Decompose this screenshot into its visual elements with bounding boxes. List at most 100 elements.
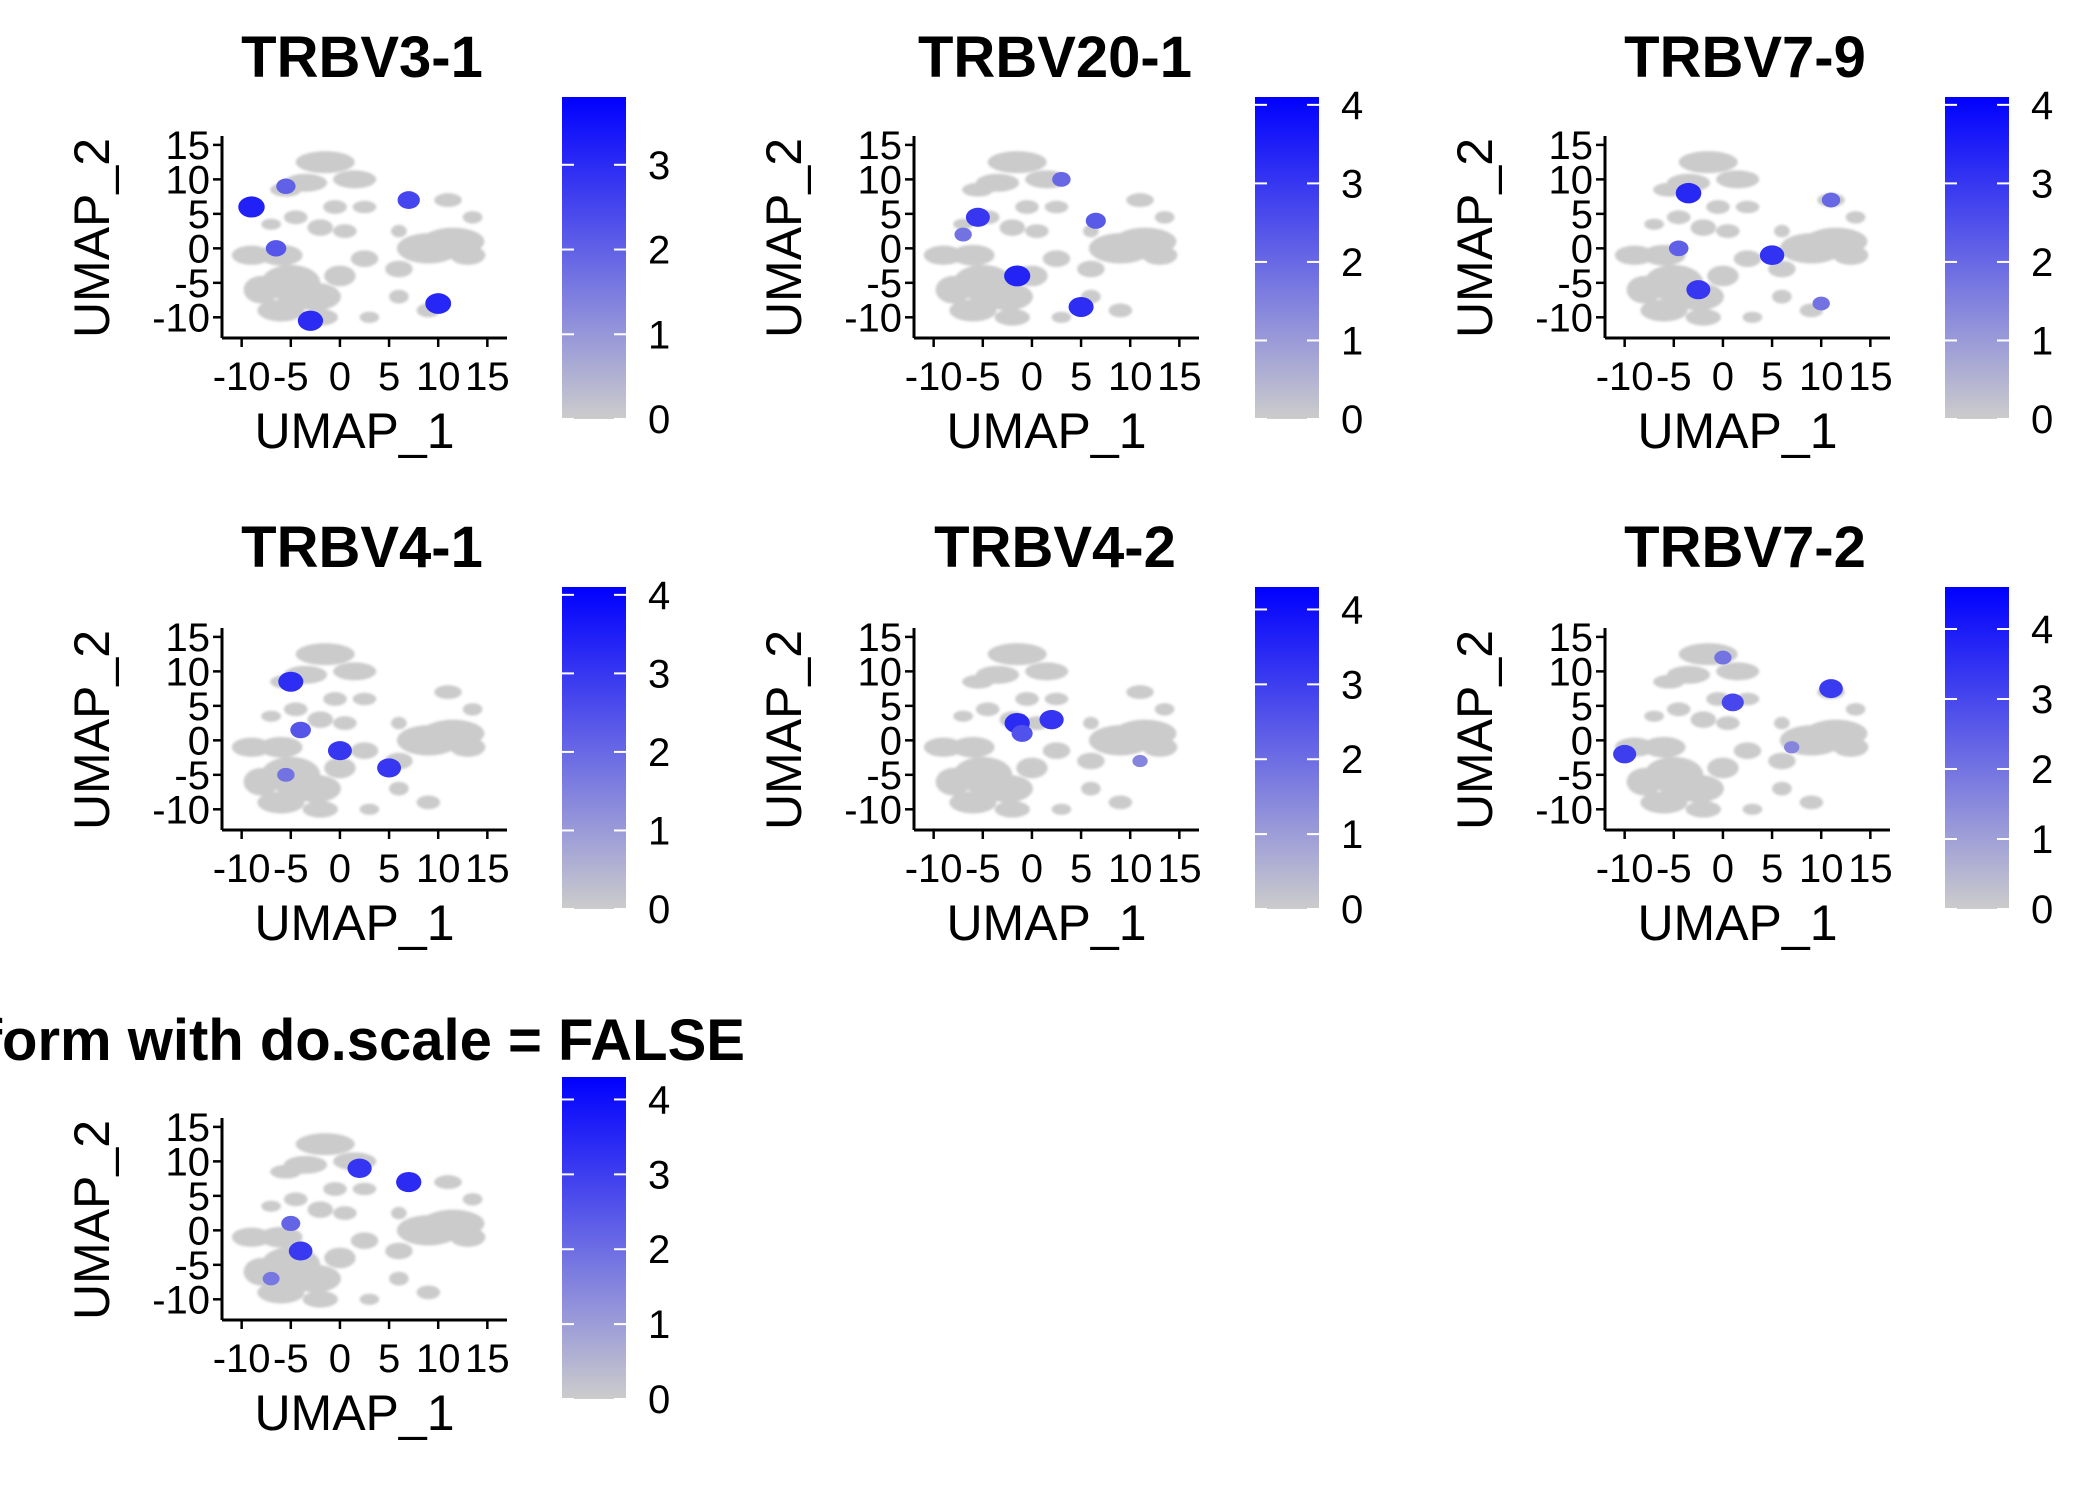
panel-title: nsform with do.scale = FALSE: [0, 1008, 745, 1073]
cell-cluster: [389, 781, 409, 796]
cell-cluster: [994, 309, 1030, 326]
colorbar: [562, 1077, 626, 1399]
y-tick-label: -10: [152, 296, 210, 340]
x-axis-label: UMAP_1: [946, 895, 1146, 951]
cell-cluster: [385, 1242, 413, 1260]
cell-cluster: [385, 260, 413, 278]
x-tick-label: 15: [1157, 355, 1202, 399]
cell-cluster: [1716, 716, 1740, 730]
data-point: [954, 227, 972, 242]
cell-cluster: [1640, 299, 1688, 322]
x-tick-label: 5: [1070, 847, 1092, 891]
cell-cluster: [981, 282, 1033, 311]
legend-tick-label: 2: [1341, 241, 1363, 285]
x-tick-label: 0: [329, 1337, 351, 1381]
x-tick-label: 0: [329, 847, 351, 891]
cell-cluster: [1015, 692, 1039, 706]
umap-panel-3: TRBV7-9-10 -5 0 5 10 15-10-5051015UMAP_1UMAP_…: [1447, 25, 2053, 459]
legend-tick-label: 4: [648, 574, 670, 618]
y-tick-label: 15: [858, 616, 903, 660]
y-axis-label: UMAP_2: [1447, 138, 1503, 338]
umap-panel-6: TRBV7-2-10 -5 0 5 10 15-10-5051015UMAP_1UMAP_…: [1447, 515, 2053, 951]
cell-cluster: [259, 736, 303, 758]
x-tick-label: 15: [465, 847, 510, 891]
cell-cluster: [295, 1133, 355, 1156]
cell-cluster: [1774, 224, 1790, 238]
data-point: [397, 191, 420, 209]
x-tick-label: 0: [1712, 847, 1734, 891]
data-point: [1784, 741, 1800, 754]
x-tick-label: 5: [378, 355, 400, 399]
expressing-cells: [277, 671, 402, 782]
x-tick-label: 10: [416, 847, 461, 891]
cell-cluster: [359, 803, 380, 815]
x-tick-label: 15: [1848, 355, 1893, 399]
y-axis-label: UMAP_2: [64, 630, 120, 830]
cell-cluster: [1733, 742, 1762, 759]
x-tick-label: 10: [1108, 355, 1153, 399]
color-legend: 0 1 2 3 4: [1255, 587, 1363, 932]
cell-cluster: [1626, 275, 1662, 304]
cell-cluster: [923, 245, 964, 265]
data-point: [1052, 171, 1071, 187]
data-point: [1613, 744, 1637, 764]
cell-cluster: [359, 1293, 380, 1305]
colorbar: [562, 97, 626, 419]
cell-cluster: [1833, 737, 1869, 757]
x-tick-label: 10: [1799, 355, 1844, 399]
color-legend: 0 1 2 3 4: [562, 1077, 670, 1422]
y-tick-label: 5: [880, 193, 902, 237]
cell-cluster: [1042, 742, 1071, 759]
cell-cluster: [324, 1247, 356, 1269]
data-point: [238, 196, 265, 218]
data-point: [425, 293, 452, 314]
cell-cluster: [962, 182, 994, 197]
x-axis-label: UMAP_1: [254, 403, 454, 459]
legend-tick-label: 0: [1341, 398, 1363, 442]
y-axis-label: UMAP_2: [64, 1120, 120, 1320]
data-point: [327, 741, 352, 761]
y-axis-label: UMAP_2: [64, 138, 120, 338]
legend-tick-label: 1: [1341, 319, 1363, 363]
cell-cluster: [257, 1281, 305, 1304]
x-tick-label: 15: [465, 355, 510, 399]
data-point: [265, 240, 287, 257]
cell-cluster: [923, 737, 964, 757]
cell-cluster: [231, 245, 272, 265]
legend-tick-label: 3: [2031, 162, 2053, 206]
cell-cluster: [1672, 774, 1724, 803]
cell-cluster: [450, 1227, 486, 1247]
y-tick-label: 0: [1571, 227, 1593, 271]
data-point: [1686, 280, 1711, 300]
cell-cluster: [1083, 716, 1099, 730]
data-point: [1819, 679, 1843, 699]
background-cells: [923, 643, 1178, 818]
y-tick-label: -5: [174, 1244, 210, 1288]
x-axis-label: UMAP_1: [1637, 403, 1837, 459]
expressing-cells: [262, 1158, 422, 1286]
cell-cluster: [1108, 795, 1133, 810]
legend-tick-label: 0: [2031, 888, 2053, 932]
legend-tick-label: 3: [1341, 162, 1363, 206]
y-tick-label: 15: [858, 124, 903, 168]
cell-cluster: [1690, 219, 1717, 236]
cell-cluster: [350, 742, 379, 759]
y-tick-label: -10: [1535, 788, 1593, 832]
cell-cluster: [951, 736, 995, 758]
cell-cluster: [259, 1226, 303, 1248]
x-tick-label: 5: [1070, 355, 1092, 399]
cell-cluster: [1142, 737, 1178, 757]
cell-cluster: [1142, 245, 1178, 265]
data-point: [396, 1171, 422, 1193]
cell-cluster: [324, 265, 356, 287]
panel-title: TRBV7-2: [1624, 515, 1866, 580]
data-point: [288, 1241, 313, 1261]
y-tick-label: 15: [166, 616, 211, 660]
cell-cluster: [1154, 211, 1175, 224]
data-point: [281, 1215, 301, 1232]
cell-cluster: [283, 210, 308, 225]
y-tick-label: 0: [188, 719, 210, 763]
x-tick-label: 10: [416, 1337, 461, 1381]
legend-tick-label: 2: [1341, 738, 1363, 782]
y-tick-label: 0: [880, 719, 902, 763]
